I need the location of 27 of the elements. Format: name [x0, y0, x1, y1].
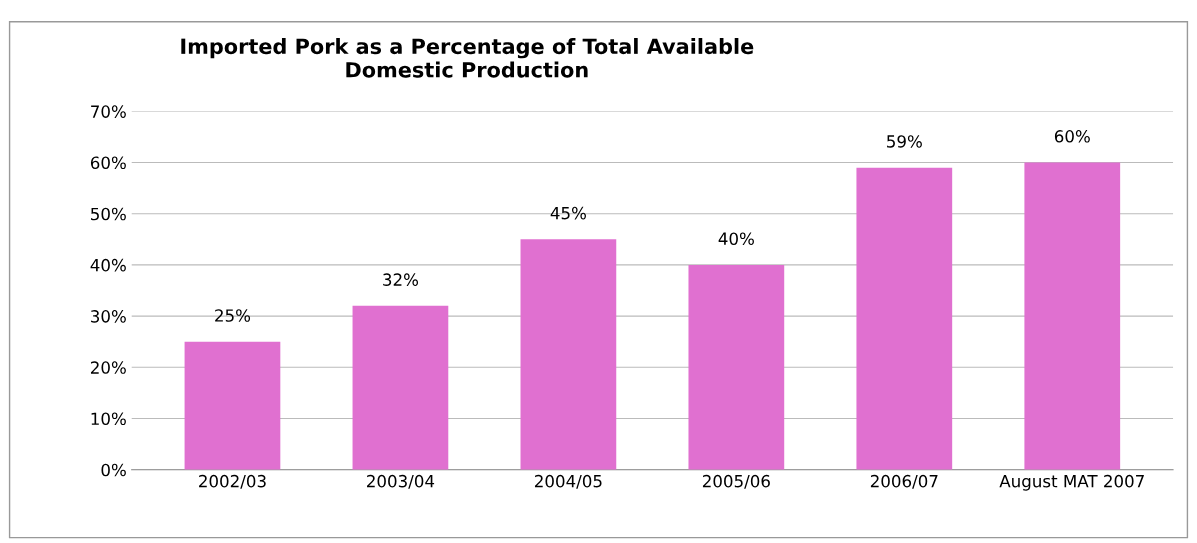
data-label: 59%	[887, 135, 922, 148]
y-tick-label: 50%	[91, 207, 126, 221]
x-tick-label: 2004/05	[534, 474, 602, 489]
y-tick-label: 60%	[90, 156, 126, 170]
y-tick-label: 30%	[91, 310, 126, 323]
bar	[184, 341, 281, 470]
bar	[520, 239, 617, 470]
x-tick-label: 2005/06	[702, 474, 770, 489]
x-tick-label: August MAT 2007	[999, 474, 1144, 491]
y-tick-label: 0%	[101, 463, 126, 477]
chart-title: Imported Pork as a Percentage of Total Available Domestic Production	[181, 38, 754, 78]
y-tick-label: 70%	[91, 105, 126, 118]
bar	[352, 305, 449, 470]
bar	[1024, 162, 1121, 470]
x-tick-label: 2006/07	[870, 474, 938, 489]
data-label: 60%	[1054, 130, 1090, 143]
x-tick-label: 2003/04	[367, 474, 435, 489]
y-tick-label: 40%	[90, 258, 126, 272]
data-label: 40%	[718, 232, 754, 246]
data-label: 45%	[550, 206, 586, 220]
bar	[856, 167, 953, 470]
x-tick-label: 2002/03	[199, 474, 266, 489]
y-tick-label: 10%	[91, 412, 126, 426]
y-tick-label: 20%	[90, 361, 126, 374]
bar	[688, 264, 785, 470]
data-label: 32%	[383, 273, 419, 286]
data-label: 25%	[215, 309, 251, 322]
